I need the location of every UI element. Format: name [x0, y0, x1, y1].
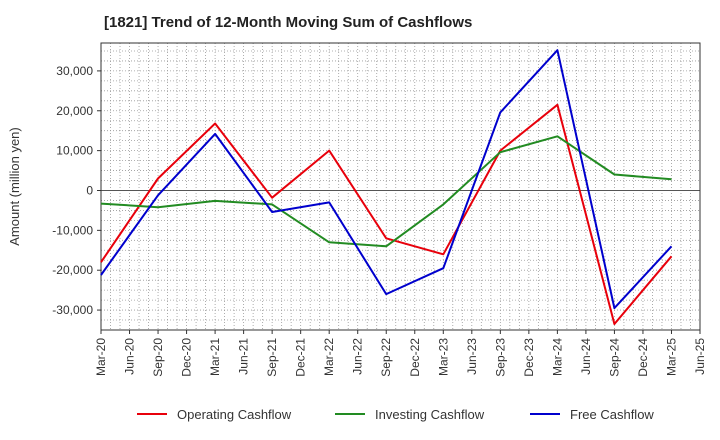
y-tick-label: 0 — [86, 183, 93, 197]
x-tick-label: Dec-20 — [180, 338, 194, 377]
x-tick-label: Sep-20 — [151, 338, 165, 377]
x-tick-label: Dec-24 — [636, 338, 650, 377]
x-tick-label: Jun-21 — [237, 338, 251, 375]
x-tick-label: Mar-23 — [436, 338, 450, 376]
x-tick-label: Sep-23 — [493, 338, 507, 377]
legend-item: Operating Cashflow — [137, 407, 292, 422]
y-axis-label: Amount (million yen) — [7, 127, 22, 246]
x-axis-ticks: Mar-20 Jun-20 Sep-20 Dec-20 Mar-21 Jun-21 Sep-… — [94, 330, 707, 377]
legend: Operating Cashflow Investing Cashflow Free… — [137, 407, 654, 422]
y-tick-label: 20,000 — [56, 104, 93, 118]
x-tick-label: Mar-20 — [94, 338, 108, 376]
x-tick-label: Sep-21 — [265, 338, 279, 377]
x-tick-label: Mar-21 — [208, 338, 222, 376]
series-line-free-cashflow — [100, 49, 673, 310]
y-tick-label: 10,000 — [56, 144, 93, 158]
y-tick-label: 30,000 — [56, 64, 93, 78]
series-lines — [100, 49, 673, 325]
x-tick-label: Jun-24 — [579, 338, 593, 375]
y-tick-label: -30,000 — [52, 303, 93, 317]
x-tick-label: Jun-20 — [123, 338, 137, 375]
x-tick-label: Jun-23 — [465, 338, 479, 375]
legend-item: Free Cashflow — [530, 407, 654, 422]
x-tick-label: Dec-23 — [522, 338, 536, 377]
x-tick-label: Mar-25 — [664, 338, 678, 376]
x-tick-label: Sep-22 — [379, 338, 393, 377]
series-line-operating-cashflow — [100, 103, 673, 325]
legend-label: Investing Cashflow — [375, 407, 485, 422]
x-tick-label: Jun-22 — [351, 338, 365, 375]
plot-border — [100, 42, 701, 331]
chart-title: [1821] Trend of 12-Month Moving Sum of C… — [104, 14, 473, 31]
y-tick-label: -10,000 — [52, 223, 93, 237]
x-tick-label: Dec-22 — [408, 338, 422, 377]
x-tick-label: Sep-24 — [607, 338, 621, 377]
legend-label: Operating Cashflow — [177, 407, 292, 422]
x-tick-label: Jun-25 — [693, 338, 707, 375]
x-tick-label: Mar-24 — [550, 338, 564, 376]
y-tick-label: -20,000 — [52, 263, 93, 277]
y-axis-ticks: -30,000 -20,000 -10,000 0 10,000 20,000 30,000 — [52, 64, 101, 317]
legend-label: Free Cashflow — [570, 407, 654, 422]
series-line-investing-cashflow — [100, 135, 672, 248]
x-tick-label: Mar-22 — [322, 338, 336, 376]
legend-item: Investing Cashflow — [335, 407, 485, 422]
x-tick-label: Dec-21 — [294, 338, 308, 377]
